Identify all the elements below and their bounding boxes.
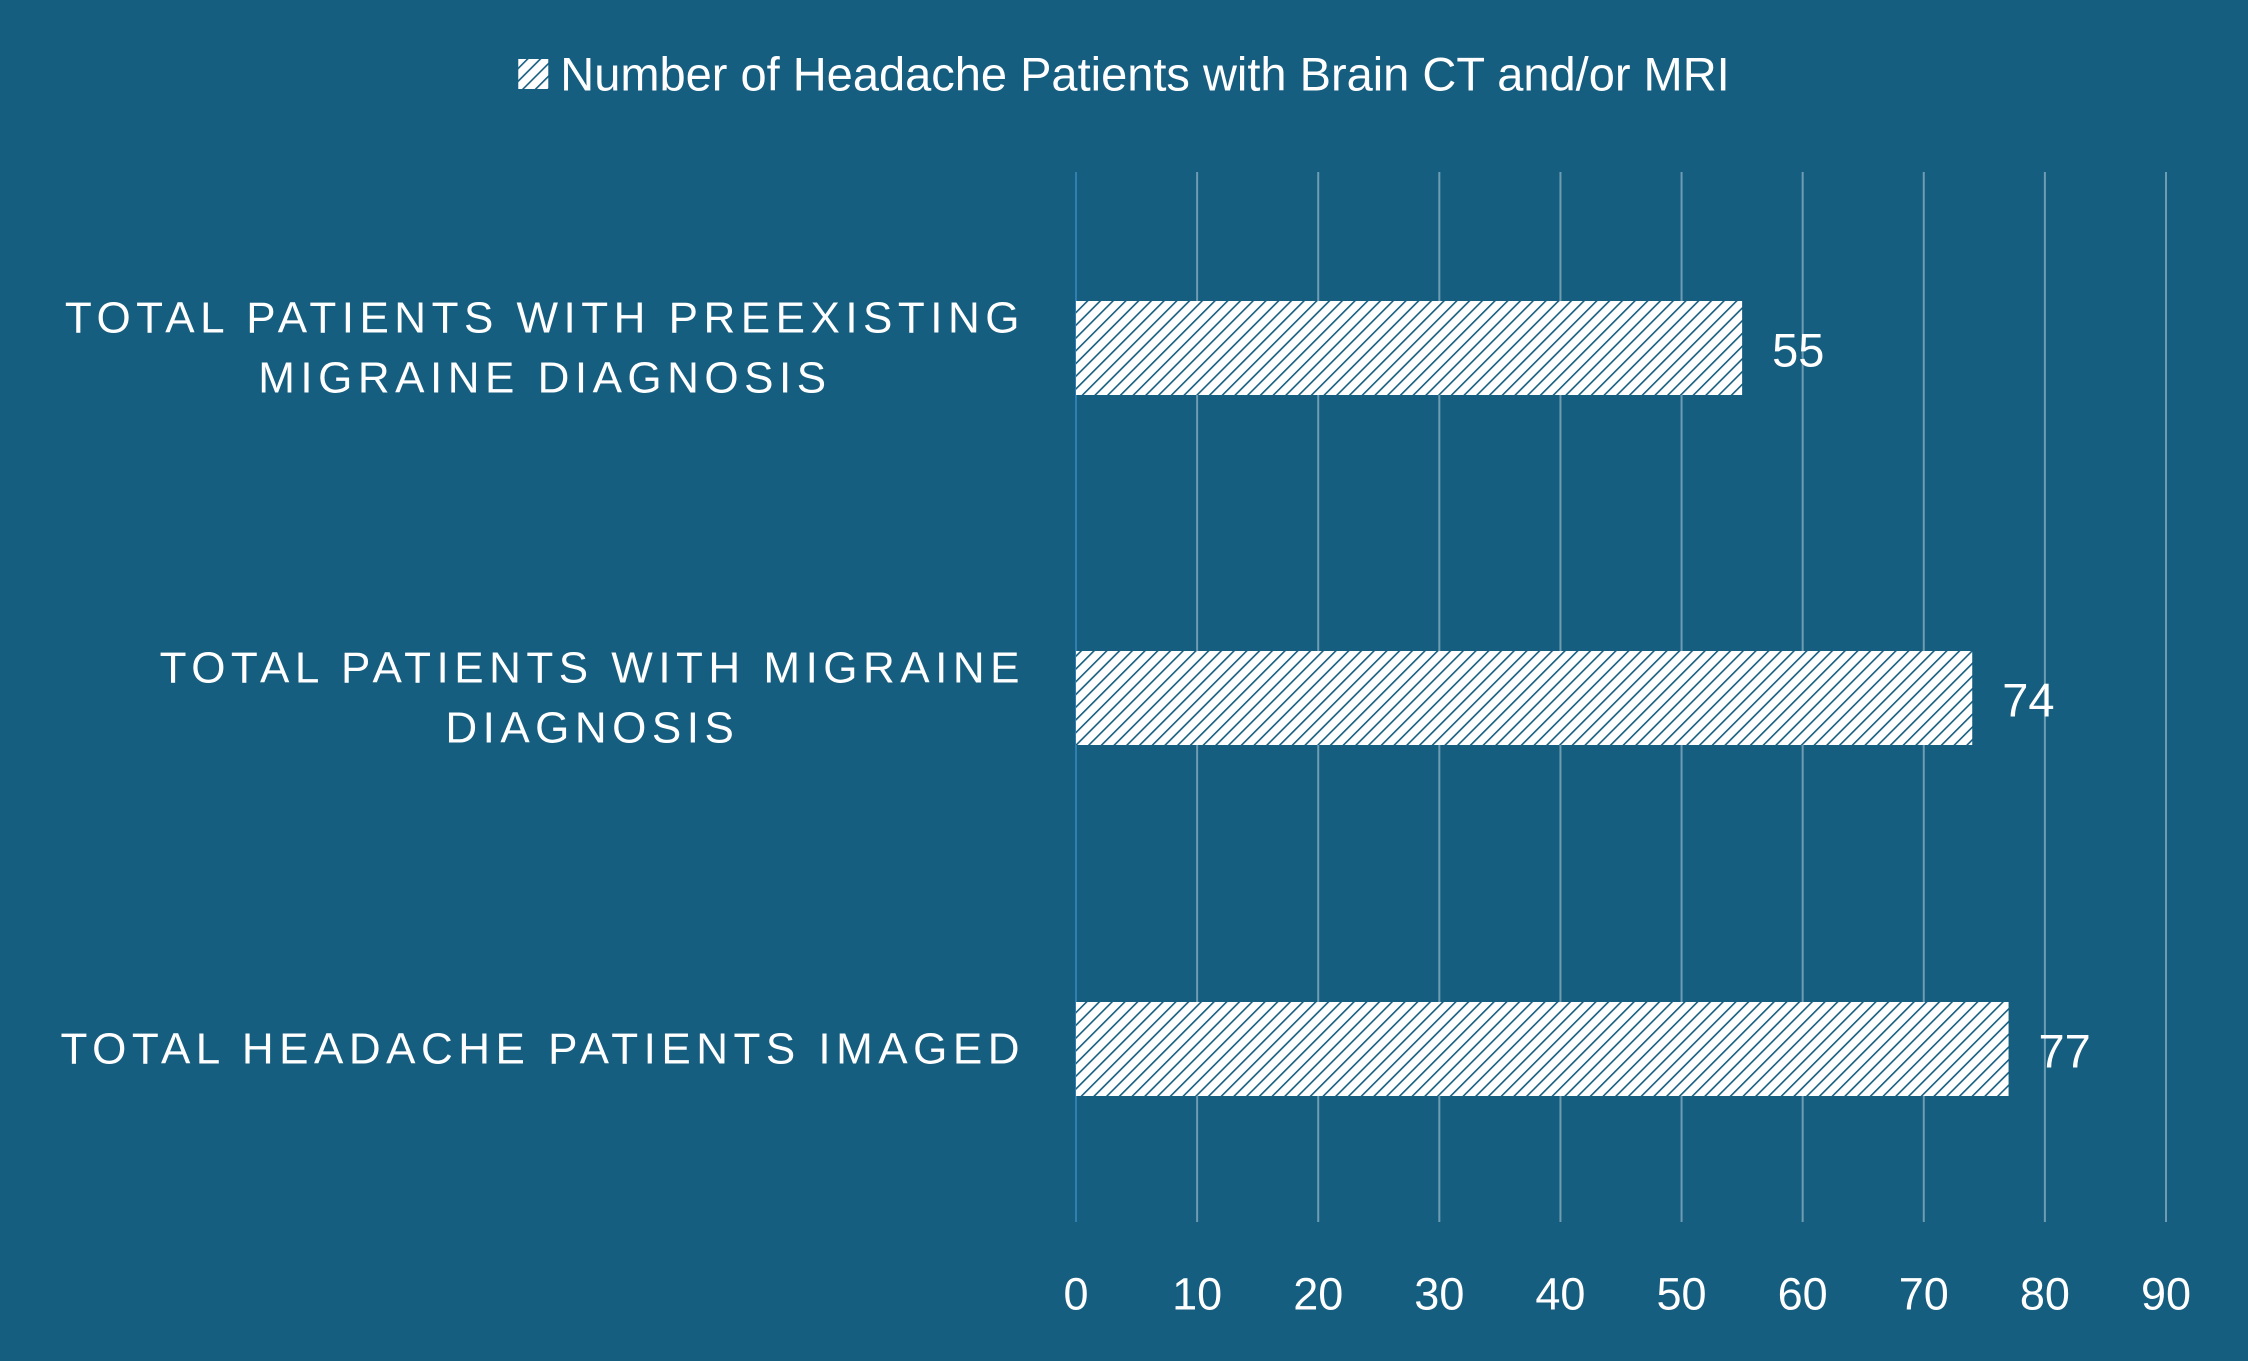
- x-tick-label: 90: [2141, 1269, 2191, 1320]
- legend: Number of Headache Patients with Brain C…: [518, 48, 1730, 101]
- category-label-line: TOTAL HEADACHE PATIENTS IMAGED: [61, 1025, 1025, 1074]
- data-label: 55: [1772, 324, 1824, 377]
- bar: [1076, 1002, 2009, 1096]
- x-tick-label: 80: [2020, 1269, 2070, 1320]
- category-label: TOTAL PATIENTS WITH MIGRAINE DIAGNOSIS: [160, 644, 1025, 753]
- category-labels: TOTAL PATIENTS WITH PREEXISTING MIGRAINE …: [61, 294, 1025, 1074]
- legend-swatch: [518, 59, 549, 89]
- x-tick-label: 50: [1657, 1269, 1707, 1320]
- x-axis-ticks: 0 10 20 30 40 50 60 70 80 90: [1063, 1269, 2191, 1320]
- legend-label: Number of Headache Patients with Brain C…: [560, 48, 1729, 101]
- data-labels: 55 74 77: [1772, 324, 2091, 1078]
- x-tick-label: 70: [1899, 1269, 1949, 1320]
- category-label-line: DIAGNOSIS: [445, 704, 739, 753]
- bars: [1076, 301, 2009, 1096]
- category-label: TOTAL HEADACHE PATIENTS IMAGED: [61, 1025, 1025, 1074]
- x-tick-label: 30: [1414, 1269, 1464, 1320]
- data-label: 77: [2039, 1025, 2091, 1078]
- data-label: 74: [2002, 674, 2054, 727]
- category-label-line: TOTAL PATIENTS WITH PREEXISTING: [65, 294, 1025, 343]
- x-tick-label: 20: [1293, 1269, 1343, 1320]
- x-tick-label: 10: [1172, 1269, 1222, 1320]
- bar: [1076, 651, 1973, 745]
- x-tick-label: 0: [1063, 1269, 1088, 1320]
- bar: [1076, 301, 1743, 395]
- category-label-line: MIGRAINE DIAGNOSIS: [258, 354, 831, 403]
- x-tick-label: 40: [1535, 1269, 1585, 1320]
- category-label-line: TOTAL PATIENTS WITH MIGRAINE: [160, 644, 1025, 693]
- category-label: TOTAL PATIENTS WITH PREEXISTING MIGRAINE …: [65, 294, 1025, 403]
- x-tick-label: 60: [1778, 1269, 1828, 1320]
